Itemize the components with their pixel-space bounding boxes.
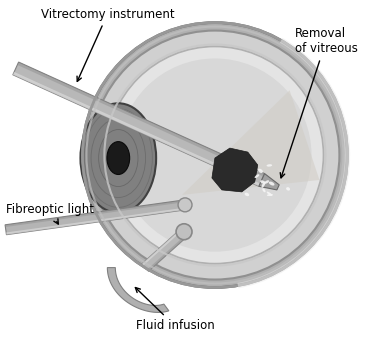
Ellipse shape bbox=[80, 103, 156, 213]
Circle shape bbox=[90, 31, 339, 279]
Ellipse shape bbox=[269, 182, 274, 186]
Ellipse shape bbox=[267, 194, 273, 196]
Text: Removal
of vitreous: Removal of vitreous bbox=[280, 28, 357, 178]
Text: Fibreoptic light: Fibreoptic light bbox=[6, 203, 94, 224]
Polygon shape bbox=[5, 200, 185, 227]
Ellipse shape bbox=[267, 164, 272, 167]
Polygon shape bbox=[17, 62, 264, 176]
Polygon shape bbox=[6, 207, 186, 235]
Ellipse shape bbox=[264, 180, 269, 184]
Ellipse shape bbox=[107, 142, 130, 174]
Circle shape bbox=[118, 58, 312, 252]
Ellipse shape bbox=[255, 174, 259, 178]
Ellipse shape bbox=[261, 182, 266, 188]
Ellipse shape bbox=[258, 169, 263, 173]
Polygon shape bbox=[142, 228, 188, 271]
Polygon shape bbox=[182, 90, 320, 195]
Circle shape bbox=[178, 198, 192, 212]
Polygon shape bbox=[13, 62, 264, 186]
Polygon shape bbox=[142, 228, 183, 266]
Ellipse shape bbox=[245, 193, 249, 196]
Polygon shape bbox=[259, 174, 279, 190]
Polygon shape bbox=[147, 234, 188, 271]
Circle shape bbox=[176, 224, 192, 240]
Polygon shape bbox=[5, 200, 186, 235]
Ellipse shape bbox=[267, 191, 272, 196]
Ellipse shape bbox=[260, 180, 266, 184]
Ellipse shape bbox=[286, 187, 290, 191]
Text: Vitrectomy instrument: Vitrectomy instrument bbox=[41, 7, 174, 81]
Ellipse shape bbox=[262, 188, 266, 192]
Text: Fluid infusion: Fluid infusion bbox=[135, 288, 215, 333]
Polygon shape bbox=[212, 148, 258, 192]
Circle shape bbox=[83, 22, 347, 288]
Polygon shape bbox=[13, 72, 260, 186]
Polygon shape bbox=[107, 268, 169, 312]
Circle shape bbox=[107, 47, 323, 264]
